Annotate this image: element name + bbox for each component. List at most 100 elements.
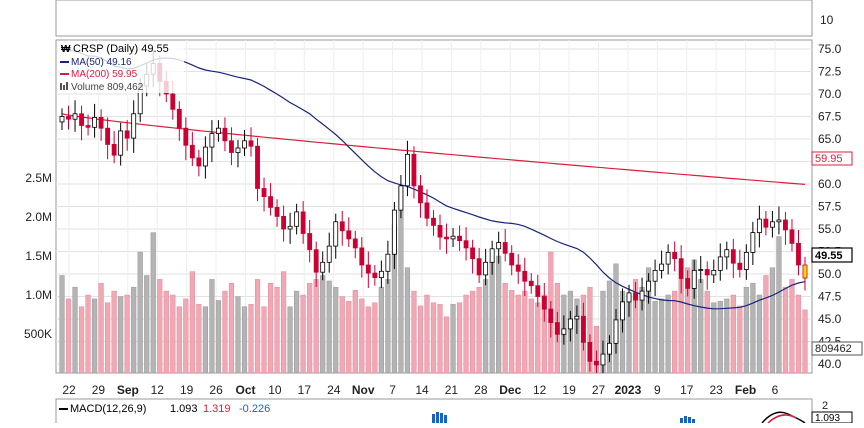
ma200-badge-text: 59.95 [815,153,843,165]
volume-bar [685,267,691,373]
legend: ₩ CRSP (Daily) 49.55 MA(50) 49.16 MA(200… [58,41,184,93]
date-tick-label: 19 [180,383,194,397]
volume-bar [652,300,658,373]
candle [509,245,515,276]
volume-bar [483,279,489,373]
volume-bar [352,290,358,373]
candle [783,211,788,245]
candle [522,257,528,297]
macd-legend-label: MACD(12,26,9) [70,403,146,415]
volume-bar [72,286,78,373]
candle [613,309,619,354]
date-tick-label: 17 [298,383,312,397]
candle [515,254,521,284]
candle [743,244,749,280]
date-tick-label: 7 [389,383,396,397]
volume-bar [789,279,795,373]
candle [724,241,730,270]
volume-bar [365,306,371,373]
volume-bar [515,294,521,373]
candle [131,100,137,153]
volume-bar [202,306,208,373]
volume-bar [274,286,280,373]
candle [255,138,260,202]
candle [639,277,645,311]
date-tick-label: 28 [474,383,488,397]
candle [346,217,352,247]
candle [411,146,417,199]
volume-bar [209,279,215,373]
volume-bar [574,298,580,373]
volume-bar [645,267,652,373]
volume-bar [743,286,749,373]
volume-bar [65,298,72,373]
volume-bar [535,302,541,373]
candle [118,122,124,166]
candle [320,251,326,281]
volume-bar [359,298,365,373]
candle [98,109,104,141]
candle [85,114,91,136]
legend-background [58,41,184,93]
volume-bar [678,279,684,373]
candle [235,139,241,168]
price-tick-label: 75.0 [818,42,842,56]
legend-ma50: MA(50) 49.16 [71,57,132,68]
candle [378,260,384,288]
macd-legend: MACD(12,26,9) 1.093 1.319 -0.226 [59,403,270,415]
volume-bar [320,275,326,373]
candle [405,140,410,197]
top-axis-label: 10 [820,13,834,27]
volume-bar [241,306,248,373]
candle [580,302,586,351]
volume-bar [346,300,352,373]
date-tick-label: 22 [62,383,76,397]
candle [229,127,234,166]
volume-bar [124,294,130,373]
volume-bar [632,279,639,373]
volume-tick-label: 500K [24,327,52,341]
volume-bar [183,298,189,373]
date-tick-label: 21 [445,383,459,397]
volume-bar [111,290,117,373]
volume-bar [163,290,169,373]
date-tick-label: 19 [562,383,576,397]
volume-bar [717,300,723,373]
candle [59,108,65,130]
candle [313,241,319,288]
volume-bar [137,251,143,373]
volume-bar [802,309,808,373]
candle [756,205,762,248]
volume-bar [489,259,495,373]
volume-bar [522,290,528,373]
candle [424,189,430,227]
date-tick-label: Feb [735,383,756,397]
candle [294,203,300,235]
date-tick-label: 27 [592,383,606,397]
volume-bar [339,296,345,373]
volume-bar [170,294,176,373]
volume-bar [424,294,430,373]
candle [463,227,469,261]
volume-bar [704,290,710,373]
volume-bar [144,275,150,373]
ma50-line [61,48,806,310]
volume-bar [730,294,736,373]
candle [489,240,495,275]
date-tick-label: 17 [680,383,694,397]
volume-icon [60,82,68,90]
candle [307,220,313,263]
price-tick-label: 70.0 [818,87,842,101]
volume-bar [776,236,782,373]
candle [672,241,678,272]
volume-bar [593,325,600,373]
candle [626,284,632,317]
candle [607,335,612,363]
price-tick-label: 45.0 [818,312,842,326]
volume-bar [85,294,91,373]
price-tick-label: 67.5 [818,110,842,124]
candle [92,103,98,138]
volume-bar [606,280,613,373]
date-tick-label: 26 [209,383,223,397]
candle [209,120,215,162]
